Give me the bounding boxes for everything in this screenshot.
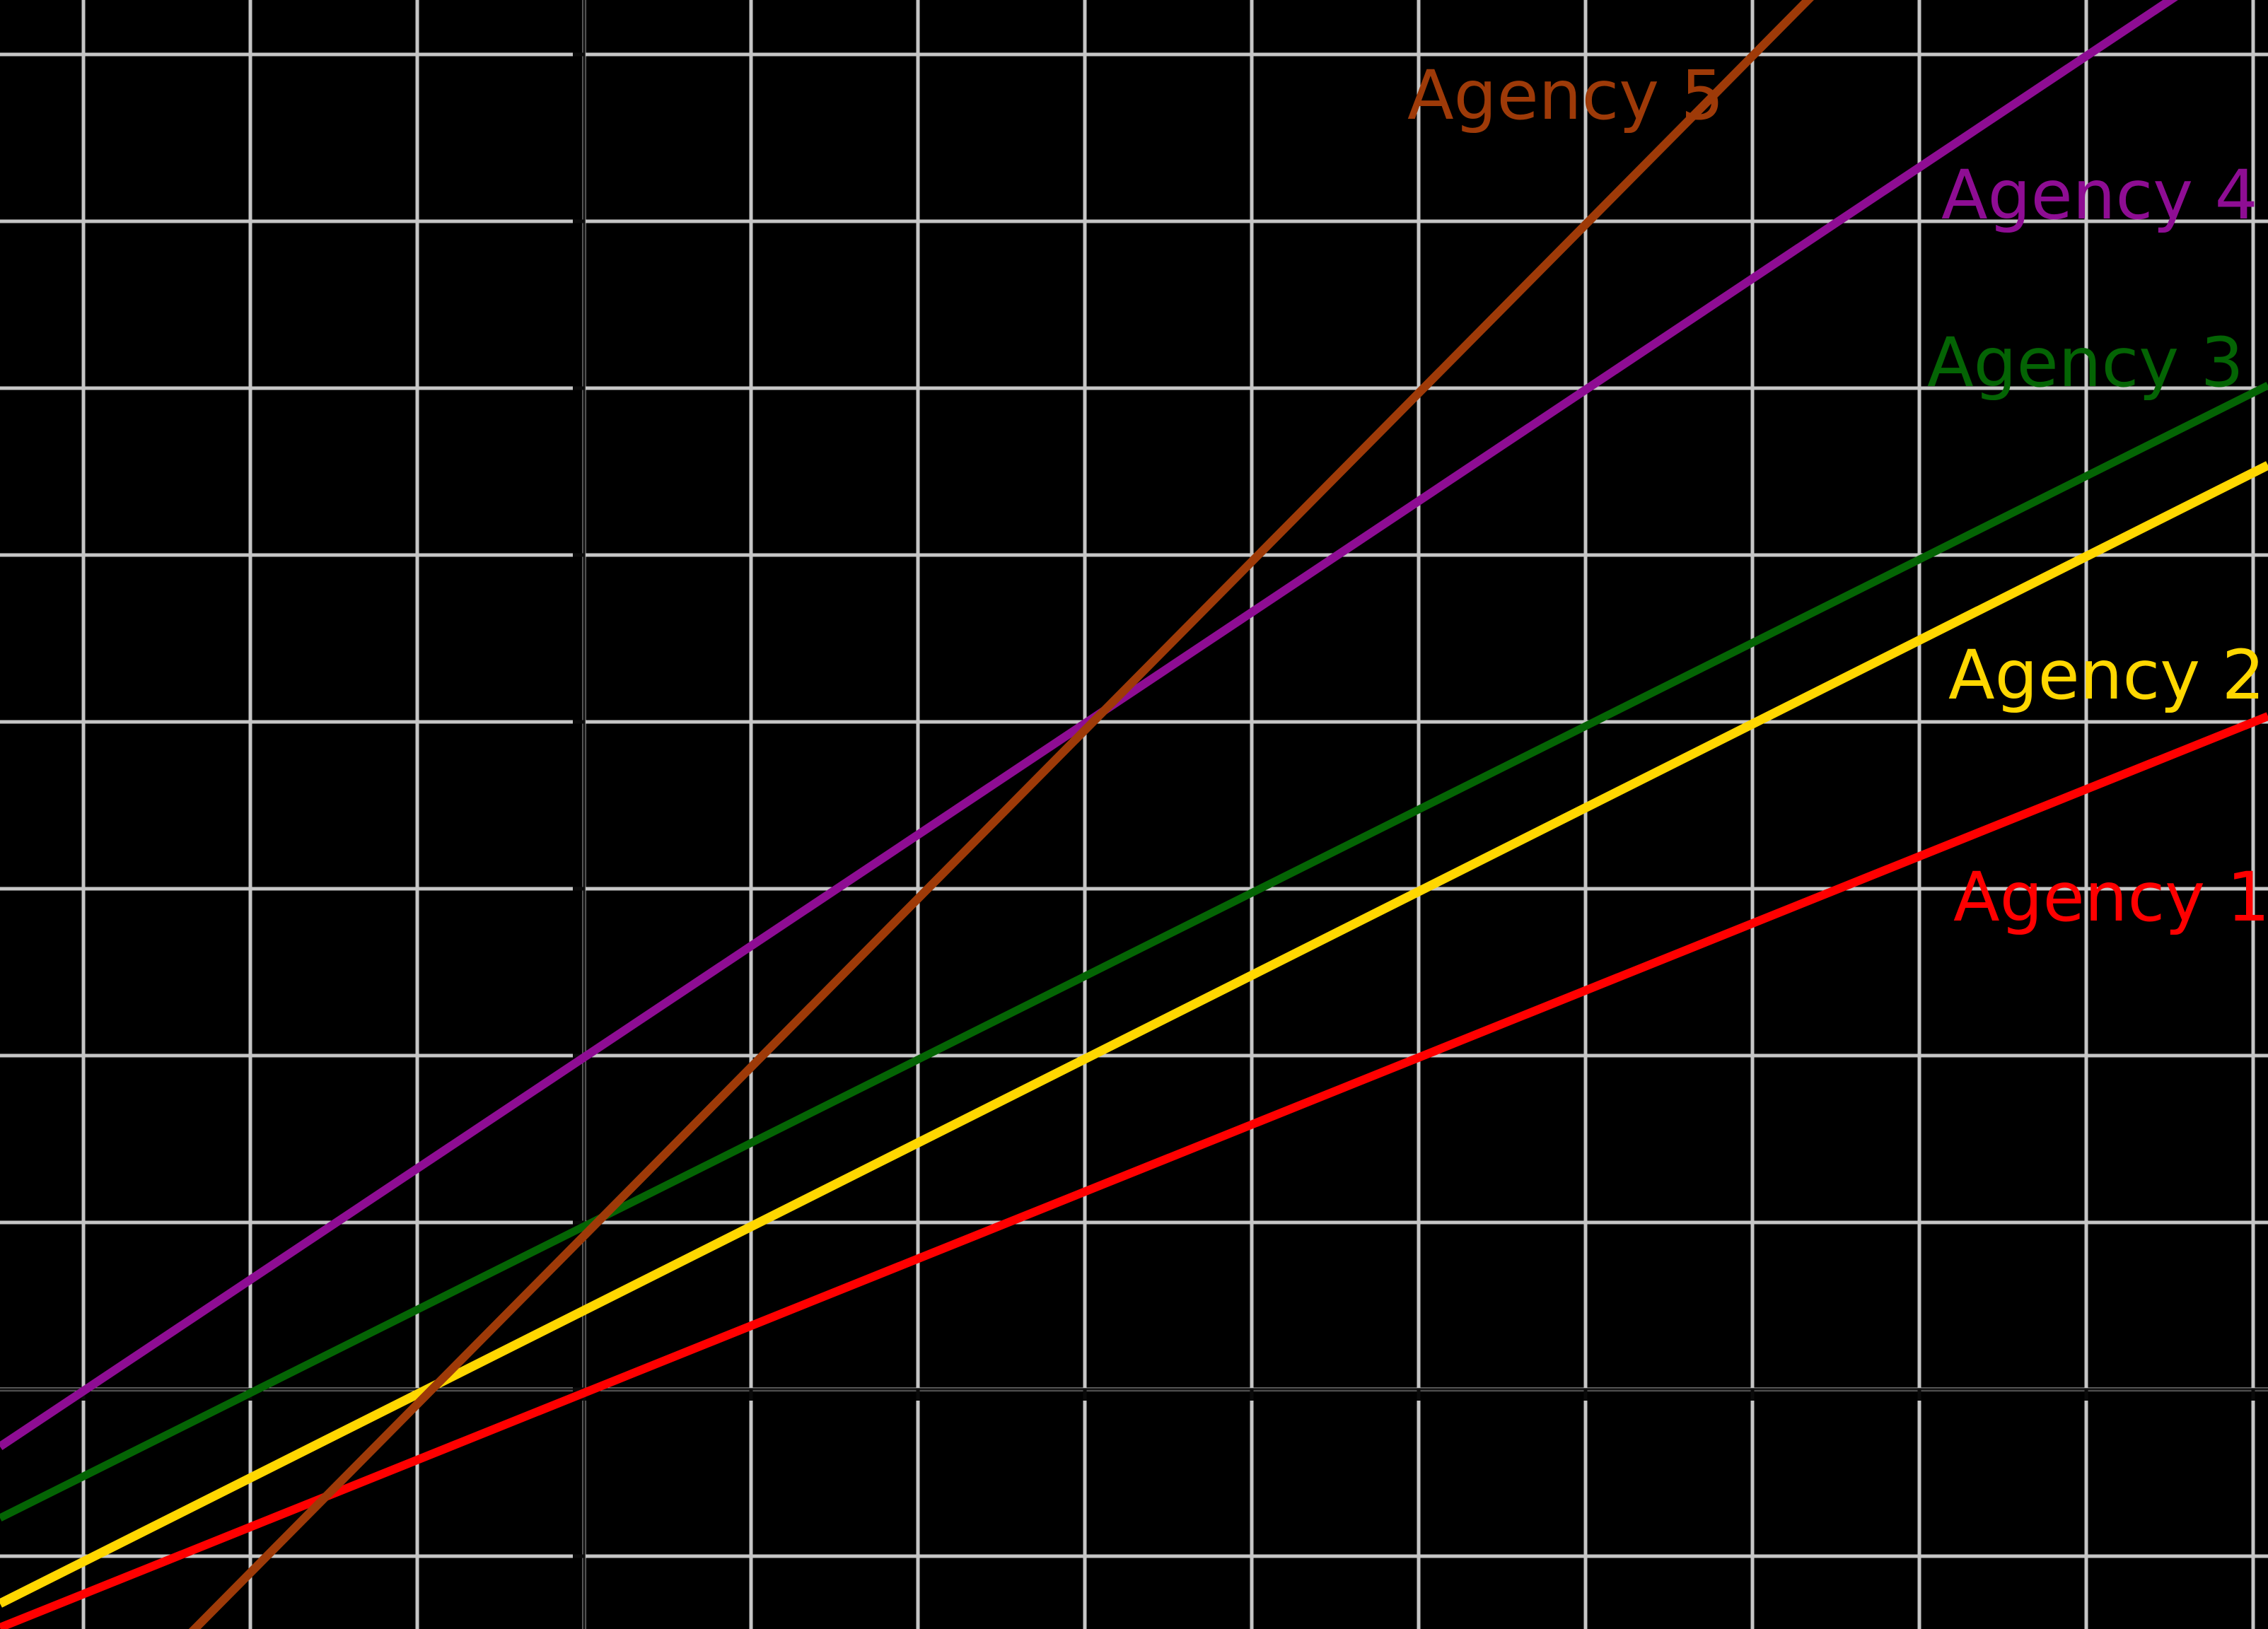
series-line-agency-1 bbox=[0, 712, 2268, 1629]
series-line-agency-2 bbox=[0, 461, 2268, 1608]
series-label-agency-3: Agency 3 bbox=[1927, 323, 2244, 403]
series-label-agency-4: Agency 4 bbox=[1941, 156, 2258, 235]
series-line-agency-3 bbox=[0, 382, 2268, 1522]
series-line-agency-4 bbox=[0, 0, 2178, 1450]
series-label-agency-5: Agency 5 bbox=[1407, 56, 1724, 136]
series-label-agency-1: Agency 1 bbox=[1953, 858, 2268, 938]
series-label-agency-2: Agency 2 bbox=[1948, 636, 2265, 716]
